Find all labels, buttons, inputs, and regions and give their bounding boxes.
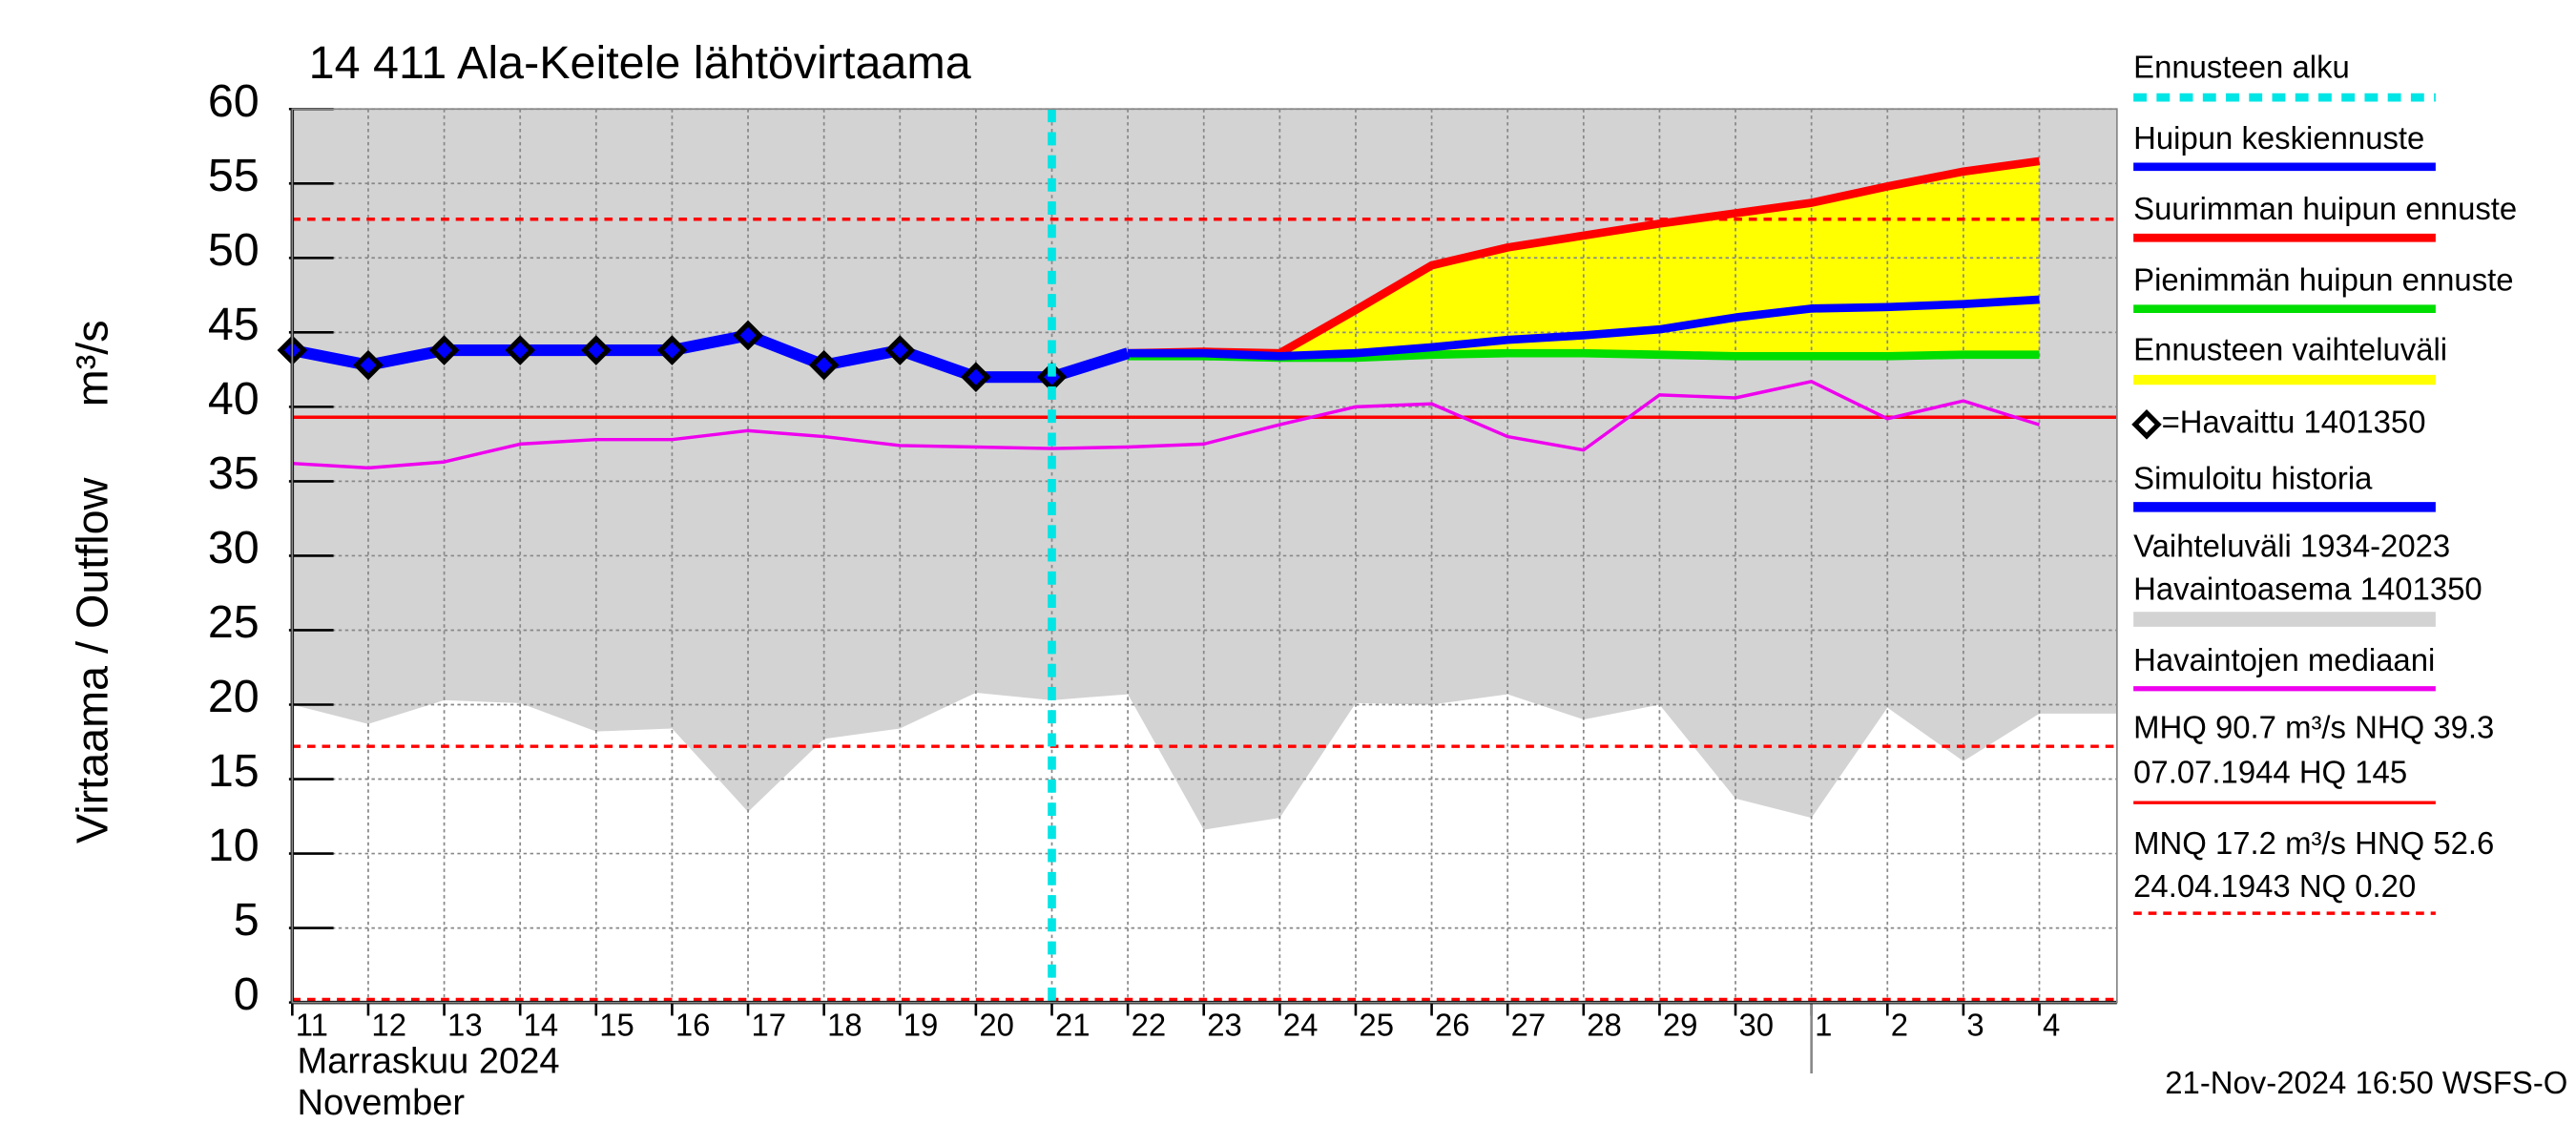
observed-marker (581, 335, 612, 365)
y-tick-label: 35 (208, 448, 260, 499)
observed-marker (353, 349, 384, 381)
x-tick-label: 23 (1207, 1007, 1242, 1042)
legend-label: Havaintojen mediaani (2133, 642, 2435, 677)
legend-label: MHQ 90.7 m³/s NHQ 39.3 (2133, 710, 2494, 745)
y-tick-label: 50 (208, 224, 260, 276)
observed-marker (505, 335, 535, 365)
x-tick-label: 20 (979, 1007, 1014, 1042)
observed-marker (733, 320, 763, 351)
x-tick-label: 15 (599, 1007, 634, 1042)
x-tick-label: 29 (1663, 1007, 1698, 1042)
x-tick-label: 13 (447, 1007, 483, 1042)
legend-label: Ennusteen vaihteluväli (2133, 331, 2447, 366)
x-tick-label: 14 (524, 1007, 559, 1042)
x-tick-label: 27 (1511, 1007, 1547, 1042)
observed-marker (656, 335, 688, 365)
y-tick-label: 0 (234, 968, 260, 1020)
y-tick-label: 60 (208, 75, 260, 127)
y-tick-label: 45 (208, 299, 260, 350)
legend-marker (2131, 409, 2162, 440)
x-tick-label: 18 (827, 1007, 862, 1042)
y-tick-label: 40 (208, 373, 260, 425)
x-tick-label: 22 (1132, 1007, 1167, 1042)
x-tick-label: 28 (1587, 1007, 1622, 1042)
series-line (1128, 295, 2040, 361)
x-tick-label: 19 (904, 1007, 939, 1042)
y-axis-unit: m³/s (68, 320, 117, 406)
legend-label: 24.04.1943 NQ 0.20 (2133, 868, 2416, 904)
x-tick-label: 24 (1283, 1007, 1319, 1042)
y-tick-label: 20 (208, 671, 260, 722)
x-tick-label: 21 (1055, 1007, 1091, 1042)
x-tick-label: 2 (1891, 1007, 1908, 1042)
y-tick-label: 10 (208, 820, 260, 871)
observed-marker (961, 362, 991, 392)
observed-marker (808, 349, 840, 381)
legend-label: Pienimmän huipun ennuste (2133, 262, 2513, 298)
legend-label: 07.07.1944 HQ 145 (2133, 754, 2407, 789)
x-tick-label: 3 (1966, 1007, 1984, 1042)
x-tick-label: 1 (1815, 1007, 1832, 1042)
y-tick-label: 15 (208, 745, 260, 797)
timestamp: 21-Nov-2024 16:50 WSFS-O (2165, 1065, 2567, 1100)
x-tick-label: 26 (1435, 1007, 1470, 1042)
legend-label: Simuloitu historia (2133, 460, 2373, 495)
legend-label: =Havaittu 1401350 (2162, 405, 2426, 440)
y-tick-label: 55 (208, 150, 260, 201)
legend-label: Ennusteen alku (2133, 49, 2350, 84)
y-tick-label: 25 (208, 596, 260, 648)
legend-label: Vaihteluväli 1934-2023 (2133, 528, 2450, 563)
plot-frame (291, 108, 2118, 1004)
observed-marker (428, 335, 460, 365)
x-tick-label: 25 (1359, 1007, 1394, 1042)
x-tick-label: 17 (751, 1007, 786, 1042)
legend-label: Suurimman huipun ennuste (2133, 191, 2517, 226)
x-axis-label: November (298, 1083, 466, 1123)
series-line (292, 380, 2041, 470)
x-tick-label: 16 (675, 1007, 711, 1042)
y-tick-label: 5 (234, 894, 260, 946)
legend-label: MNQ 17.2 m³/s HNQ 52.6 (2133, 825, 2494, 861)
chart-title: 14 411 Ala-Keitele lähtövirtaama (309, 37, 971, 89)
x-tick-label: 30 (1739, 1007, 1775, 1042)
x-tick-label: 4 (2043, 1007, 2060, 1042)
legend-label: Huipun keskiennuste (2133, 120, 2424, 156)
x-tick-label: 11 (296, 1007, 328, 1042)
x-axis-label: Marraskuu 2024 (298, 1042, 560, 1082)
y-tick-label: 30 (208, 522, 260, 573)
observed-marker (884, 335, 916, 365)
legend-label: Havaintoasema 1401350 (2133, 571, 2483, 606)
x-tick-label: 12 (371, 1007, 406, 1042)
y-axis-label: Virtaama / Outflow (68, 477, 117, 843)
